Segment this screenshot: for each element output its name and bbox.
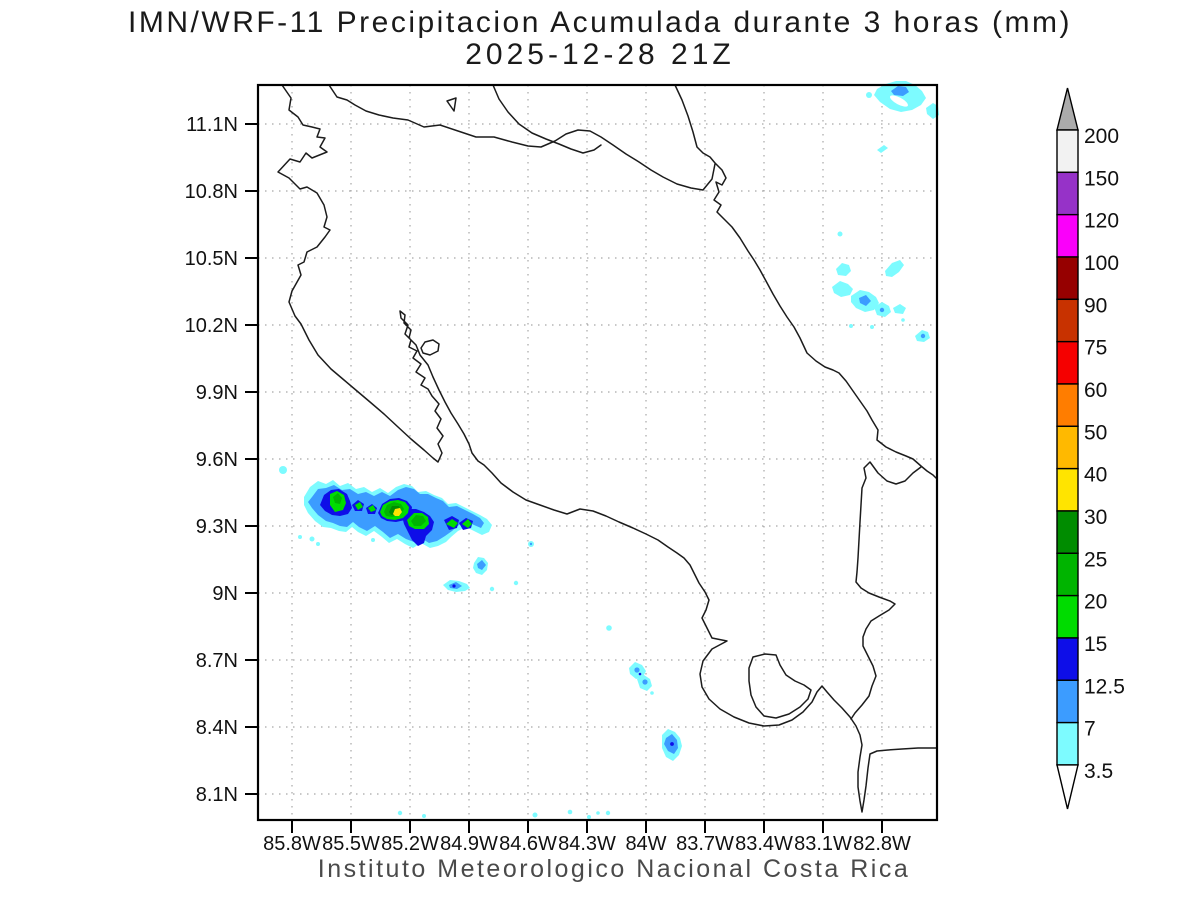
colorbar-segment [1056,340,1079,385]
lon-tick-label: 85.5W [322,833,380,855]
colorbar-segment [1056,552,1079,597]
colorbar-tick-label: 7 [1084,718,1096,741]
institution-caption: Instituto Meteorologico Nacional Costa R… [317,855,911,883]
colorbar-segment [1056,213,1079,258]
colorbar-tick-label: 150 [1084,167,1119,190]
colorbar-tick-label: 30 [1084,506,1107,529]
lon-tick-label: 83.7W [676,833,734,855]
page-title: IMN/WRF-11 Precipitacion Acumulada duran… [128,6,1072,39]
golfo-dulce-shoreline [748,653,812,719]
colorbar-tick-label: 3.5 [1084,760,1113,783]
lat-tick-label: 8.1N [196,784,238,806]
lon-tick-label: 84.9W [440,833,498,855]
axis-ticks [245,123,883,833]
colorbar-segment [1056,679,1079,724]
colorbar-tick-label: 15 [1084,633,1107,656]
colorbar-under-arrow [1056,764,1079,810]
lat-tick-label: 8.4N [196,717,238,739]
colorbar-tick-label: 20 [1084,591,1107,614]
lat-tick-label: 9N [212,583,238,605]
colorbar-segment [1056,510,1079,555]
colorbar-segment [1056,129,1079,174]
colorbar-segment [1056,298,1079,343]
colorbar-segment [1056,256,1079,301]
precip-swoosh-inner-gap [890,95,908,107]
precipitation-layer [279,81,939,819]
lon-tick-label: 83.4W [735,833,793,855]
colorbar-segment [1056,383,1079,428]
colorbar-tick-label: 75 [1084,337,1107,360]
colorbar-segment [1056,171,1079,216]
lat-tick-label: 8.7N [196,650,238,672]
colorbar-tick-label: 12.5 [1084,675,1125,698]
valid-time-subtitle: 2025-12-28 21Z [465,38,735,71]
lon-tick-label: 85.8W [263,833,321,855]
coastline-layer [277,84,937,813]
chira-island [420,339,440,356]
lon-tick-label: 83.1W [794,833,852,855]
lon-tick-label: 84W [625,833,666,855]
axis-labels: 85.8W 85.5W 85.2W 84.9W 84.6W 84.3W 84W 83.7W 83… [185,114,911,855]
panama-border [850,461,922,720]
lat-tick-label: 9.9N [196,382,238,404]
lake-nicaragua-shore [328,84,716,191]
precip-level-30-shapes [393,508,402,516]
colorbar-legend: 200 150 120 100 90 75 60 50 40 30 25 20 15 12.5 7 3.5 [1056,87,1125,810]
lat-tick-label: 10.8N [185,181,238,203]
colorbar-segment [1056,637,1079,681]
colorbar-tick-label: 25 [1084,548,1107,571]
colorbar-tick-label: 90 [1084,294,1107,317]
colorbar-tick-label: 50 [1084,421,1107,444]
lat-tick-label: 10.5N [185,248,238,270]
plot-frame [256,83,939,822]
lat-lon-gridlines [258,85,937,820]
colorbar-tick-label: 60 [1084,379,1107,402]
precip-level-3p5-shapes [279,81,939,819]
colorbar-tick-label: 100 [1084,252,1119,275]
caribbean-coastline [674,84,937,479]
precip-level-7-shapes [308,86,926,754]
ometepe-island [446,97,457,112]
colorbar-segment [1056,594,1079,639]
colorbar-tick-label: 120 [1084,210,1119,233]
lat-tick-label: 10.2N [185,315,238,337]
lon-tick-label: 84.6W [499,833,557,855]
lon-tick-label: 85.2W [381,833,439,855]
colorbar-segment [1056,467,1079,512]
lat-tick-label: 11.1N [186,114,238,136]
colorbar-tick-label: 40 [1084,464,1107,487]
lat-tick-label: 9.3N [196,516,238,538]
pacific-coastline [277,84,937,813]
nicaragua-border-line [492,84,602,154]
lon-tick-label: 84.3W [558,833,616,855]
colorbar-tick-label: 200 [1084,125,1119,148]
colorbar-segment [1056,721,1079,766]
lon-tick-label: 82.8W [853,833,911,855]
colorbar-over-arrow [1056,87,1079,131]
lat-tick-label: 9.6N [196,449,238,471]
colorbar-segment [1056,425,1079,470]
